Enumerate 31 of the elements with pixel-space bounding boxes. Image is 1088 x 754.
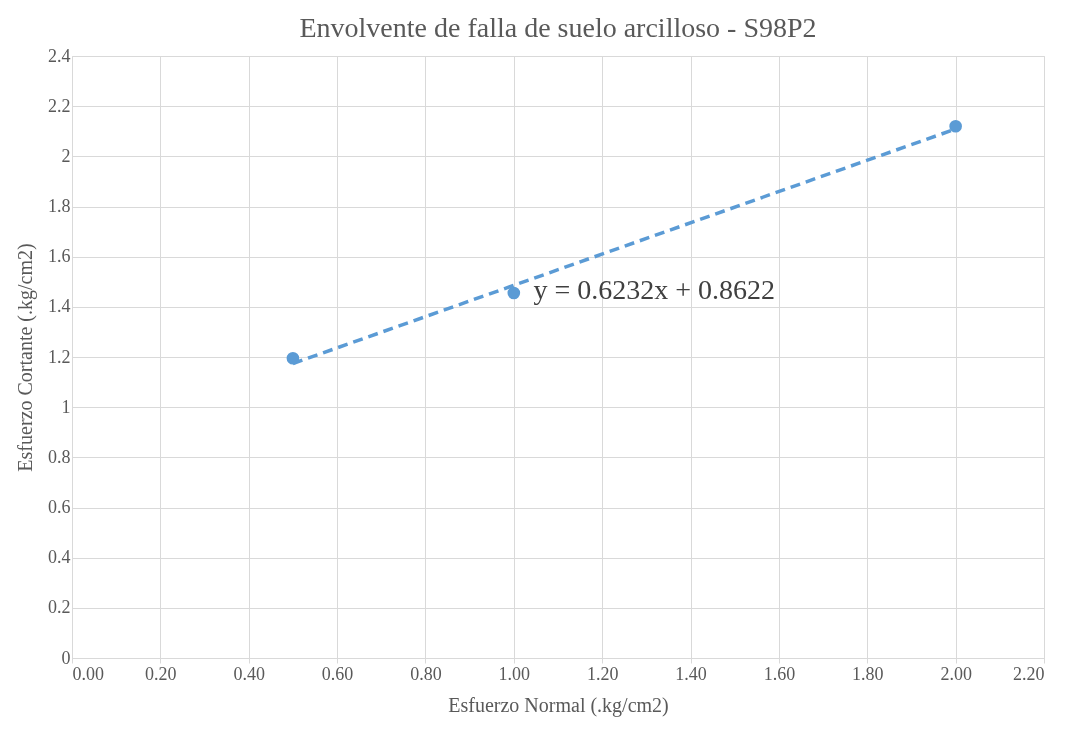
point <box>507 286 521 300</box>
y-tick-label: 1.4 <box>48 296 71 317</box>
x-tick-label: 0.40 <box>233 663 265 684</box>
chart-title: Envolvente de falla de suelo arcilloso - S98P2 <box>299 12 817 43</box>
y-tick-label: 2.2 <box>48 95 71 116</box>
x-tick-label: 0.60 <box>321 663 354 684</box>
y-tick-label: 2.4 <box>48 45 71 66</box>
x-tick-label: 0.20 <box>145 663 177 684</box>
y-tick-label: 1.2 <box>48 346 71 367</box>
x-tick-label: 1.60 <box>763 663 796 684</box>
y-tick-label: 1.6 <box>48 246 71 267</box>
x-tick-label: 0.80 <box>410 663 442 684</box>
x-axis-title: Esfuerzo Normal (.kg/cm2) <box>448 693 669 717</box>
y-tick-label: 0.2 <box>48 597 71 618</box>
y-tick-label: 1 <box>61 396 71 417</box>
y-tick-label: 1.8 <box>48 196 71 216</box>
point <box>949 119 962 133</box>
x-tick-label: 0.00 <box>72 663 104 684</box>
x-tick-label: 1.80 <box>852 663 884 684</box>
y-tick-label: 0.6 <box>48 497 71 517</box>
y-axis-title: Esfuerzo Cortante (.kg/cm2) <box>14 243 37 472</box>
y-tick-label: 0 <box>61 647 71 668</box>
y-tick-label: 0.4 <box>48 547 71 568</box>
x-tick-label: 2.20 <box>1013 663 1045 684</box>
y-tick-label: 0.8 <box>48 446 71 467</box>
x-tick-label: 1.40 <box>675 663 707 684</box>
annotation: y = 0.6232x + 0.8622 <box>533 274 776 306</box>
x-tick-label: 1.00 <box>498 663 531 684</box>
y-tick-label: 2 <box>61 145 71 166</box>
x-tick-label: 1.20 <box>586 663 619 684</box>
x-tick-label: 2.00 <box>940 663 972 684</box>
